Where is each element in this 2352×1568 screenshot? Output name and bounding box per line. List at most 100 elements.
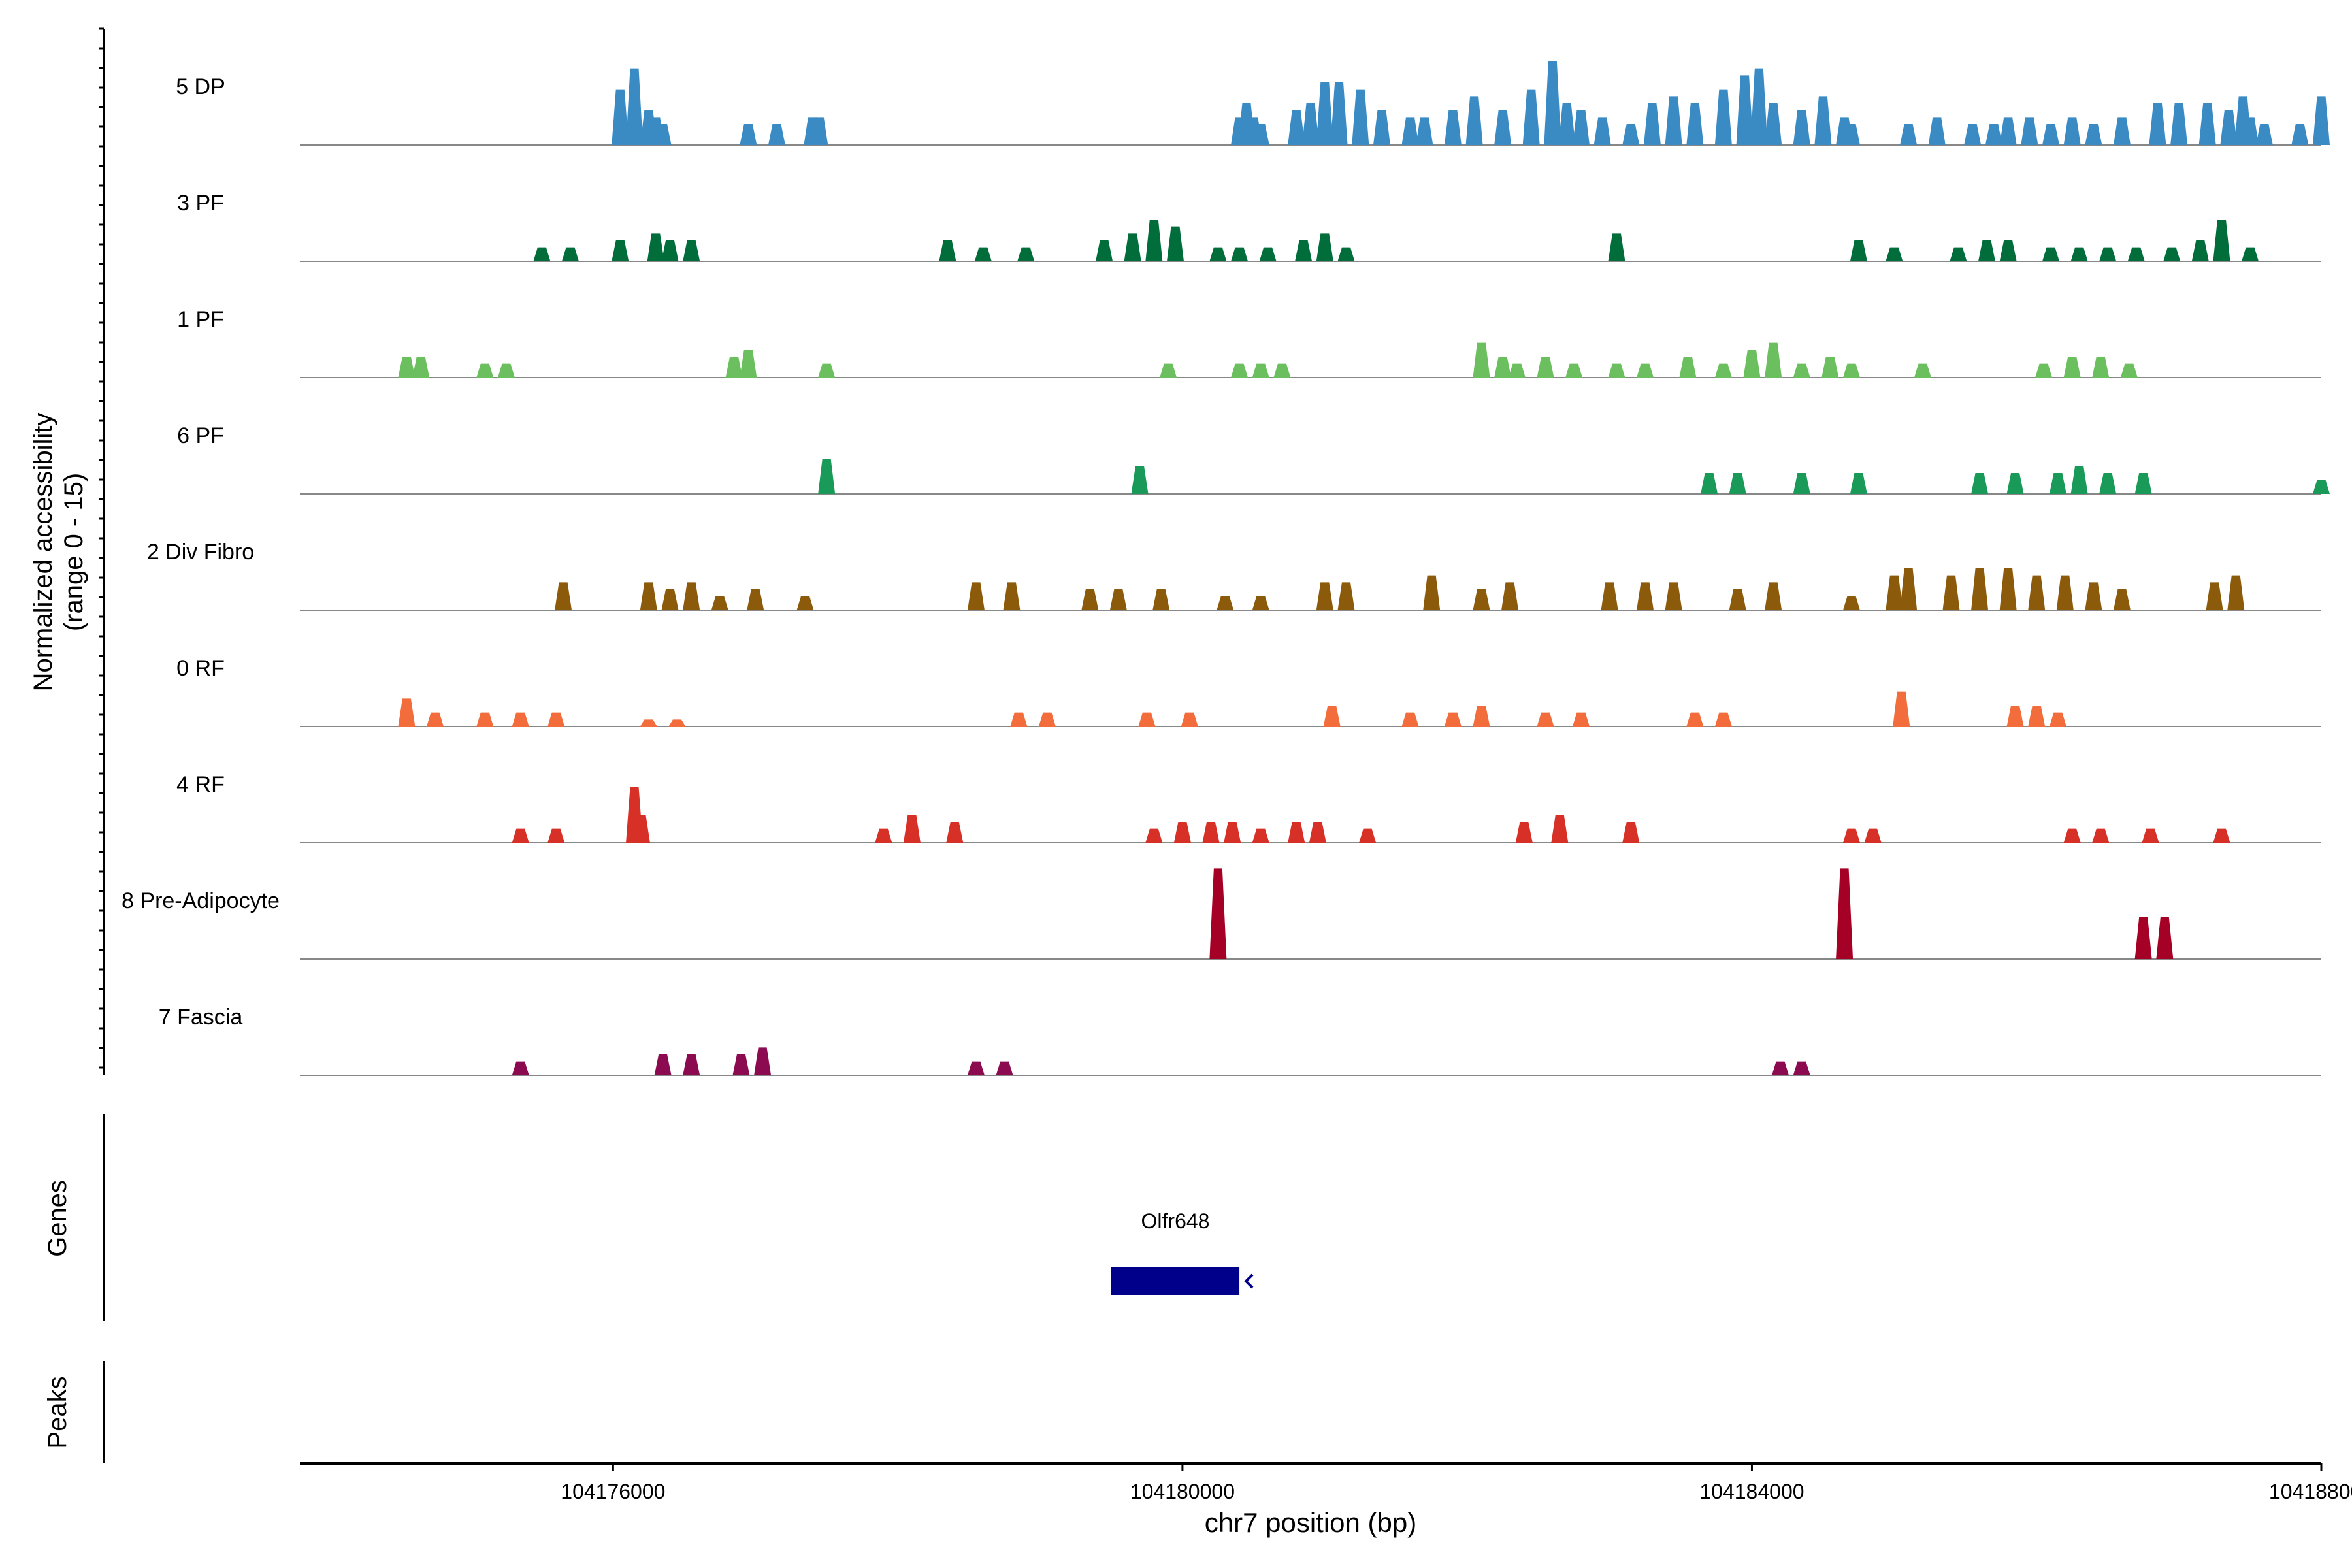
accessibility-peak	[626, 68, 644, 145]
accessibility-peak	[1131, 466, 1149, 494]
accessibility-peak	[1850, 473, 1867, 494]
accessibility-peak	[512, 828, 529, 843]
accessibility-peak	[1772, 1061, 1789, 1075]
accessibility-peak	[1145, 220, 1163, 261]
accessibility-peak	[1558, 103, 1576, 145]
accessibility-peak	[1950, 247, 1967, 261]
accessibility-peak	[661, 589, 679, 610]
accessibility-peak	[2021, 117, 2038, 145]
accessibility-peak	[1850, 240, 1867, 261]
accessibility-peak	[2120, 363, 2138, 378]
accessibility-peak	[1259, 247, 1277, 261]
accessibility-peak	[476, 363, 494, 378]
accessibility-peak	[1686, 712, 1704, 727]
track-8: 8 Pre-Adipocyte	[122, 868, 2321, 960]
accessibility-peak	[2035, 363, 2053, 378]
accessibility-peak	[1252, 124, 1269, 145]
accessibility-peak	[1551, 815, 1569, 843]
track-1: 5 DP	[176, 61, 2330, 146]
accessibility-peak	[725, 357, 743, 378]
accessibility-peak	[1473, 589, 1490, 610]
accessibility-peak	[946, 822, 964, 843]
accessibility-peak	[711, 596, 728, 610]
accessibility-peak	[1714, 363, 1732, 378]
accessibility-peak	[1124, 233, 1141, 261]
accessibility-peak	[1608, 233, 1625, 261]
accessibility-peak	[2085, 124, 2102, 145]
accessibility-peak	[2049, 473, 2066, 494]
accessibility-peak	[1316, 582, 1333, 610]
y-ticks	[99, 27, 104, 1069]
accessibility-peak	[1643, 103, 1661, 145]
accessibility-peak	[1793, 363, 1810, 378]
track-5: 2 Div Fibro	[147, 540, 2321, 611]
accessibility-peak	[497, 363, 515, 378]
accessibility-peak	[740, 124, 757, 145]
accessibility-peak	[640, 582, 657, 610]
accessibility-peak	[1665, 96, 1682, 145]
accessibility-peak	[1821, 357, 1839, 378]
accessibility-peak	[555, 582, 572, 610]
x-axis-label: chr7 position (bp)	[1205, 1507, 1417, 1538]
accessibility-peak	[2255, 124, 2273, 145]
accessibility-peak	[2242, 247, 2259, 261]
accessibility-peak	[1999, 240, 2017, 261]
accessibility-peak	[2127, 247, 2145, 261]
accessibility-peak	[1637, 582, 1654, 610]
accessibility-peak	[683, 582, 700, 610]
accessibility-peak	[1081, 589, 1099, 610]
accessibility-peak	[2242, 117, 2259, 145]
accessibility-peak	[1729, 473, 1746, 494]
accessibility-peak	[398, 357, 416, 378]
accessibility-peak	[512, 712, 529, 727]
accessibility-peak	[1665, 582, 1682, 610]
accessibility-peak	[1622, 124, 1640, 145]
accessibility-peak	[1593, 117, 1611, 145]
accessibility-peak	[1302, 103, 1319, 145]
track-label: 8 Pre-Adipocyte	[122, 889, 280, 913]
accessibility-peak	[1288, 110, 1305, 145]
gene-body	[1111, 1267, 1240, 1295]
accessibility-peak	[1010, 712, 1028, 727]
accessibility-peak	[2092, 828, 2110, 843]
accessibility-peak	[811, 117, 828, 145]
accessibility-peak	[1914, 363, 1931, 378]
accessibility-peak	[2056, 575, 2074, 610]
accessibility-peak	[2149, 103, 2166, 145]
accessibility-peak	[1401, 117, 1419, 145]
accessibility-peak	[2213, 828, 2230, 843]
accessibility-peak	[2042, 124, 2060, 145]
accessibility-peak	[2063, 117, 2081, 145]
accessibility-peak	[547, 828, 565, 843]
accessibility-peak	[1999, 117, 2017, 145]
accessibility-peak	[818, 363, 836, 378]
track-label: 3 PF	[177, 191, 224, 216]
accessibility-peak	[654, 124, 672, 145]
accessibility-peak	[547, 712, 565, 727]
track-label: 4 RF	[176, 772, 225, 797]
accessibility-peak	[1793, 473, 1810, 494]
accessibility-peak	[1522, 89, 1540, 145]
accessibility-peak	[1637, 363, 1654, 378]
track-label: 0 RF	[176, 656, 225, 681]
x-tick-label: 104188000	[2269, 1480, 2352, 1503]
track-label: 1 PF	[177, 307, 224, 332]
track-9: 7 Fascia	[159, 1005, 2321, 1076]
accessibility-peak	[1252, 828, 1269, 843]
accessibility-peak	[996, 1061, 1013, 1075]
accessibility-peak	[1679, 357, 1697, 378]
accessibility-peak	[1423, 575, 1441, 610]
strand-arrow-icon	[1244, 1273, 1254, 1289]
accessibility-peak	[2213, 220, 2230, 261]
accessibility-peak	[1173, 822, 1191, 843]
accessibility-peak	[1942, 575, 1960, 610]
y-axis-range-label: (range 0 - 15)	[59, 473, 88, 631]
accessibility-peak	[1537, 712, 1554, 727]
accessibility-peak	[2206, 582, 2223, 610]
accessibility-peak	[2142, 828, 2159, 843]
accessibility-peak	[1608, 363, 1625, 378]
accessibility-tracks: 5 DP 3 PF 1 PF 6 PF 2 Div Fibro 0 RF 4 RF 8 Pre…	[122, 61, 2330, 1076]
accessibility-peak	[1886, 575, 1903, 610]
accessibility-peak	[1572, 712, 1590, 727]
